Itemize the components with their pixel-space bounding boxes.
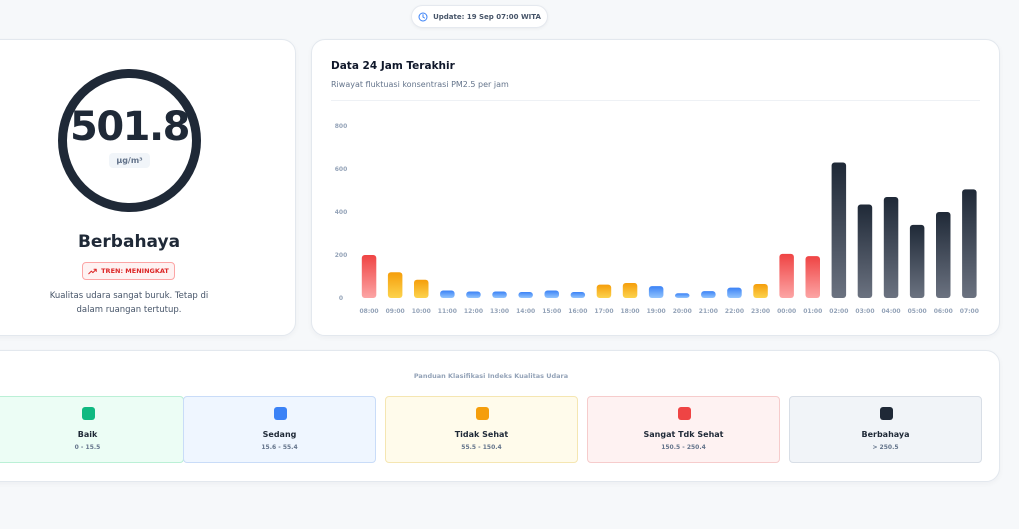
bar-22:00[interactable]: [727, 287, 742, 298]
bar-08:00[interactable]: [361, 255, 377, 298]
x-tick-label: 23:00: [751, 308, 770, 315]
y-tick-label: 200: [335, 252, 348, 259]
guide-item-tidak-sehat: Tidak Sehat 55.5 - 150.4: [385, 396, 578, 463]
bar-06:00[interactable]: [936, 212, 951, 298]
x-tick-label: 14:00: [516, 308, 535, 315]
y-tick-label: 400: [335, 209, 348, 216]
guide-item-range: 0 - 15.5: [74, 444, 101, 451]
bar-10:00[interactable]: [414, 279, 429, 298]
x-tick-label: 22:00: [725, 308, 744, 315]
chart-subtitle: Riwayat fluktuasi konsentrasi PM2.5 per …: [331, 80, 509, 89]
trend-text: TREN: MENINGKAT: [101, 267, 169, 275]
bar-01:00[interactable]: [805, 256, 821, 298]
bar-04:00[interactable]: [883, 196, 899, 298]
guide-item-range: > 250.5: [872, 444, 899, 451]
bar-chart: 0 200 400 600 800 08:00 09:00 10:00 11:00 12:00 13…: [335, 123, 979, 315]
bar-00:00[interactable]: [779, 253, 794, 298]
bar-20:00[interactable]: [675, 293, 690, 298]
guide-item-range: 150.5 - 250.4: [661, 444, 706, 451]
aqi-ring: 501.8 µg/m³: [58, 69, 201, 212]
guide-item-sedang: Sedang 15.6 - 55.4: [183, 396, 376, 463]
x-tick-label: 11:00: [438, 308, 457, 315]
color-swatch: [274, 407, 287, 420]
clock-icon: [418, 11, 428, 22]
color-swatch: [880, 407, 893, 420]
aqi-card: 501.8 µg/m³ Berbahaya TREN: MENINGKAT Ku…: [0, 39, 296, 336]
x-tick-label: 21:00: [699, 308, 718, 315]
aqi-unit: µg/m³: [109, 153, 150, 168]
guide-item-name: Baik: [77, 430, 98, 439]
trending-up-icon: [88, 268, 97, 274]
guide-item-range: 55.5 - 150.4: [461, 444, 502, 451]
x-tick-label: 04:00: [881, 308, 900, 315]
x-tick-label: 17:00: [594, 308, 613, 315]
aqi-status: Berbahaya: [77, 232, 181, 252]
guide-card: Panduan Klasifikasi Indeks Kualitas Udar…: [0, 350, 1000, 482]
guide-item-baik: Baik 0 - 15.5: [0, 396, 184, 463]
bar-18:00[interactable]: [622, 282, 638, 298]
chart-title: Data 24 Jam Terakhir: [331, 60, 455, 72]
x-tick-label: 09:00: [386, 308, 405, 315]
x-tick-label: 13:00: [490, 308, 509, 315]
bar-03:00[interactable]: [857, 204, 873, 298]
bar-07:00[interactable]: [962, 189, 977, 298]
bar-11:00[interactable]: [440, 290, 455, 298]
x-tick-label: 08:00: [359, 308, 378, 315]
x-tick-label: 20:00: [673, 308, 692, 315]
y-tick-label: 800: [335, 123, 348, 130]
x-tick-label: 05:00: [908, 308, 927, 315]
guide-item-range: 15.6 - 55.4: [261, 444, 298, 451]
x-tick-label: 01:00: [803, 308, 822, 315]
bar-23:00[interactable]: [753, 284, 768, 298]
x-tick-label: 12:00: [464, 308, 483, 315]
update-text: Update: 19 Sep 07:00 WITA: [433, 12, 541, 21]
guide-item-name: Berbahaya: [861, 430, 910, 439]
y-tick-label: 600: [335, 166, 348, 173]
bar-05:00[interactable]: [909, 224, 925, 298]
bar-13:00[interactable]: [492, 291, 507, 298]
bar-19:00[interactable]: [648, 286, 664, 298]
x-tick-label: 02:00: [829, 308, 848, 315]
guide-item-name: Sedang: [262, 430, 297, 439]
chart-card: Data 24 Jam Terakhir Riwayat fluktuasi k…: [311, 39, 1000, 336]
bar-09:00[interactable]: [387, 272, 403, 298]
x-tick-label: 16:00: [568, 308, 587, 315]
update-timestamp: Update: 19 Sep 07:00 WITA: [411, 5, 548, 28]
color-swatch: [476, 407, 489, 420]
trend-badge: TREN: MENINGKAT: [82, 262, 175, 280]
x-tick-label: 06:00: [934, 308, 953, 315]
color-swatch: [678, 407, 691, 420]
aqi-description: Kualitas udara sangat buruk. Tetap di da…: [49, 291, 209, 315]
aqi-value: 501.8: [69, 104, 191, 150]
guide-item-name: Sangat Tdk Sehat: [643, 430, 724, 439]
y-tick-label: 0: [339, 295, 343, 302]
x-tick-label: 19:00: [647, 308, 666, 315]
guide-item-sangat-tdk-sehat: Sangat Tdk Sehat 150.5 - 250.4: [587, 396, 780, 463]
bar-12:00[interactable]: [466, 291, 481, 298]
x-tick-label: 10:00: [412, 308, 431, 315]
bar-02:00[interactable]: [831, 162, 847, 298]
bar-15:00[interactable]: [544, 290, 560, 298]
guide-item-berbahaya: Berbahaya > 250.5: [789, 396, 982, 463]
color-swatch: [82, 407, 95, 420]
x-tick-label: 03:00: [855, 308, 874, 315]
bar-17:00[interactable]: [596, 284, 612, 298]
bar-14:00[interactable]: [518, 291, 533, 298]
x-tick-label: 07:00: [960, 308, 979, 315]
bar-21:00[interactable]: [701, 291, 716, 298]
guide-title: Panduan Klasifikasi Indeks Kualitas Udar…: [413, 372, 569, 380]
chart-divider: [331, 100, 980, 101]
x-tick-label: 00:00: [777, 308, 796, 315]
guide-item-name: Tidak Sehat: [454, 430, 509, 439]
x-tick-label: 18:00: [620, 308, 639, 315]
x-tick-label: 15:00: [542, 308, 561, 315]
bar-16:00[interactable]: [570, 291, 586, 298]
